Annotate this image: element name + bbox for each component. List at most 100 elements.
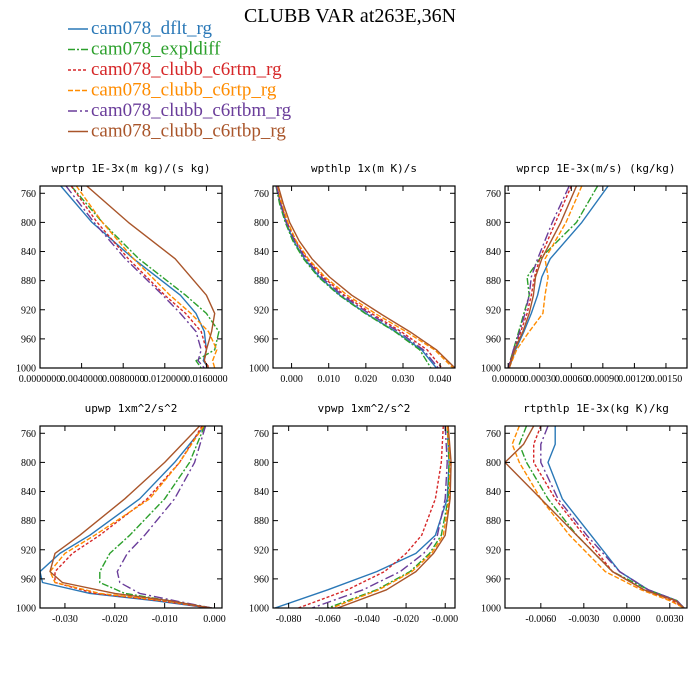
y-tick-label-5-3: 880 xyxy=(486,516,501,527)
series-line-0-1 xyxy=(70,186,220,368)
y-tick-label-0-1: 800 xyxy=(21,218,36,229)
y-tick-label-2-2: 840 xyxy=(486,247,501,258)
x-tick-label-2-1: 0.00030 xyxy=(523,374,556,385)
x-tick-label-1-3: 0.030 xyxy=(392,374,415,385)
panel-frame-0 xyxy=(39,185,223,369)
panel-frame-5 xyxy=(504,425,688,609)
panel-4: vpwp 1xm^2/s^2 760 800 840 880 920 960 1000 -0.0… xyxy=(249,402,458,625)
y-tick-label-4-4: 920 xyxy=(254,545,269,556)
y-tick-label-2-5: 960 xyxy=(486,334,501,345)
y-tick-label-4-5: 960 xyxy=(254,574,269,585)
x-tick-label-2-0: 0.00000 xyxy=(492,374,525,385)
panel-title-2: wprcp 1E-3x(m/s) (kg/kg) xyxy=(517,162,676,175)
y-tick-label-3-1: 800 xyxy=(21,458,36,469)
y-tick-label-1-3: 880 xyxy=(254,276,269,287)
x-tick-label-2-3: 0.00090 xyxy=(587,374,620,385)
legend-entry-2: cam078_clubb_c6rtm_rg xyxy=(91,59,282,80)
panel-title-0: wprtp 1E-3x(m kg)/(s kg) xyxy=(52,162,211,175)
y-tick-label-2-4: 920 xyxy=(486,305,501,316)
y-tick-label-4-1: 800 xyxy=(254,458,269,469)
panel-frame-3 xyxy=(39,425,223,609)
y-tick-label-4-0: 760 xyxy=(254,429,269,440)
x-tick-label-4-3: -0.020 xyxy=(393,614,419,625)
x-tick-label-4-2: -0.040 xyxy=(354,614,380,625)
series-line-2-5 xyxy=(508,186,578,368)
y-tick-label-3-0: 760 xyxy=(21,429,36,440)
series-line-1-4 xyxy=(275,186,439,368)
y-tick-label-1-5: 960 xyxy=(254,334,269,345)
panel-frame-2 xyxy=(504,185,688,369)
y-tick-label-5-0: 760 xyxy=(486,429,501,440)
x-tick-label-0-2: 0.0080000 xyxy=(102,374,145,385)
series-line-3-5 xyxy=(49,426,211,608)
y-tick-label-2-1: 800 xyxy=(486,218,501,229)
series-line-5-3 xyxy=(511,426,685,608)
y-tick-label-0-0: 760 xyxy=(21,189,36,200)
series-line-4-3 xyxy=(331,426,451,608)
panel-1: wpthlp 1x(m K)/s 760 800 840 880 920 960 1000 0.… xyxy=(249,162,456,385)
y-tick-label-0-5: 960 xyxy=(21,334,36,345)
x-tick-label-3-2: -0.010 xyxy=(152,614,178,625)
x-tick-label-1-4: 0.040 xyxy=(429,374,452,385)
panel-5: rtpthlp 1E-3x(kg K)/kg 760 800 840 880 920 960… xyxy=(481,402,688,625)
x-tick-label-2-5: 0.00150 xyxy=(650,374,683,385)
series-line-5-5 xyxy=(505,426,685,608)
x-tick-label-5-3: 0.0030 xyxy=(656,614,684,625)
series-line-3-0 xyxy=(40,426,210,608)
series-line-0-4 xyxy=(65,186,205,368)
y-tick-label-2-0: 760 xyxy=(486,189,501,200)
x-tick-label-0-1: 0.0040000 xyxy=(60,374,103,385)
x-tick-label-0-0: 0.0000000 xyxy=(19,374,62,385)
series-line-4-4 xyxy=(311,426,448,608)
series-line-1-0 xyxy=(276,186,437,368)
series-line-5-2 xyxy=(533,426,685,608)
series-line-5-0 xyxy=(547,426,685,608)
y-tick-label-4-2: 840 xyxy=(254,487,269,498)
series-line-1-3 xyxy=(276,186,454,368)
series-line-0-0 xyxy=(60,186,210,368)
x-tick-label-5-2: 0.0000 xyxy=(613,614,641,625)
series-line-0-3 xyxy=(75,186,218,368)
y-tick-label-0-3: 880 xyxy=(21,276,36,287)
series-line-0-5 xyxy=(86,186,216,368)
x-tick-label-0-4: 0.0160000 xyxy=(185,374,228,385)
series-line-2-1 xyxy=(507,186,599,368)
x-tick-label-5-0: -0.0060 xyxy=(525,614,556,625)
x-tick-label-0-3: 0.0120000 xyxy=(144,374,187,385)
series-line-4-2 xyxy=(298,426,444,608)
series-line-2-4 xyxy=(507,186,570,368)
legend-entry-0: cam078_dflt_rg xyxy=(91,18,213,39)
y-tick-label-2-3: 880 xyxy=(486,276,501,287)
y-tick-label-1-4: 920 xyxy=(254,305,269,316)
y-tick-label-0-4: 920 xyxy=(21,305,36,316)
panel-title-1: wpthlp 1x(m K)/s xyxy=(311,162,417,175)
series-line-5-1 xyxy=(518,426,685,608)
series-line-1-2 xyxy=(276,186,443,368)
y-tick-label-5-1: 800 xyxy=(486,458,501,469)
x-tick-label-4-4: -0.000 xyxy=(432,614,458,625)
x-tick-label-5-1: -0.0030 xyxy=(568,614,599,625)
y-tick-label-5-5: 960 xyxy=(486,574,501,585)
panel-title-5: rtpthlp 1E-3x(kg K)/kg xyxy=(523,402,669,415)
y-tick-label-3-4: 920 xyxy=(21,545,36,556)
series-line-2-2 xyxy=(507,186,572,368)
x-tick-label-4-0: -0.080 xyxy=(276,614,302,625)
panel-3: upwp 1xm^2/s^2 760 800 840 880 920 960 1000 -0.0… xyxy=(16,402,226,625)
y-tick-label-5-2: 840 xyxy=(486,487,501,498)
legend: cam078_dflt_rgcam078_expldiffcam078_club… xyxy=(68,18,292,142)
series-line-1-1 xyxy=(275,186,432,368)
x-tick-label-4-1: -0.060 xyxy=(315,614,341,625)
x-tick-label-1-2: 0.020 xyxy=(355,374,378,385)
x-tick-label-3-0: -0.030 xyxy=(52,614,78,625)
series-line-3-2 xyxy=(54,426,210,608)
y-tick-label-2-6: 1000 xyxy=(481,364,501,375)
y-tick-label-4-3: 880 xyxy=(254,516,269,527)
panel-0: wprtp 1E-3x(m kg)/(s kg) 760 800 840 880 920 9… xyxy=(16,162,228,385)
y-tick-label-3-2: 840 xyxy=(21,487,36,498)
legend-entry-3: cam078_clubb_c6rtp_rg xyxy=(91,80,277,101)
x-tick-label-1-1: 0.010 xyxy=(317,374,340,385)
panel-2: wprcp 1E-3x(m/s) (kg/kg) 760 800 840 880 920 9… xyxy=(481,162,688,385)
series-line-3-3 xyxy=(49,426,213,608)
y-tick-label-3-3: 880 xyxy=(21,516,36,527)
